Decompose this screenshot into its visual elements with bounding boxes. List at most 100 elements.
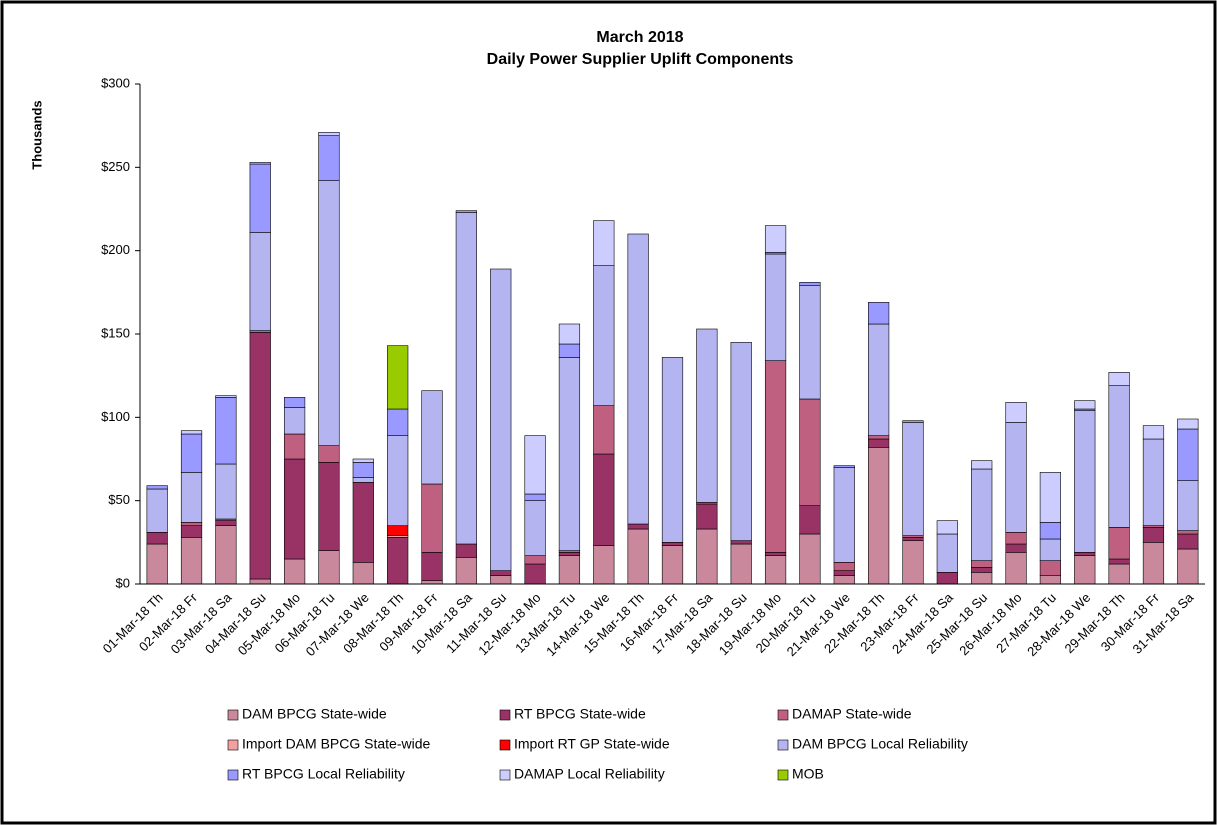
bar-segment (180, 537, 203, 585)
bar-segment (1039, 560, 1062, 576)
bar-segment (764, 555, 787, 585)
bar-segment (799, 398, 821, 506)
bar-segment (283, 433, 306, 460)
bar-segment (352, 458, 374, 463)
bar-segment (558, 555, 581, 585)
bar-segment (318, 445, 340, 463)
bar-segment (971, 567, 993, 573)
bar-segment (764, 225, 787, 253)
bar-segment (1039, 575, 1062, 585)
bar-segment (1108, 558, 1130, 565)
bar-segment (1108, 385, 1130, 528)
bar-segment (352, 462, 374, 478)
bar-segment (1039, 472, 1062, 523)
bar-segment (180, 522, 203, 526)
bar-segment (524, 435, 546, 495)
bar-segment (558, 323, 581, 345)
bar-segment (1142, 527, 1165, 543)
bar-segment (868, 447, 890, 585)
bar-segment (558, 343, 581, 358)
legend-label: Import RT GP State-wide (514, 736, 670, 752)
bar-segment (1142, 542, 1165, 585)
y-tick-label: $150 (101, 325, 130, 340)
bar-segment (902, 420, 924, 423)
y-tick-label: $300 (101, 75, 130, 90)
bar-segment (283, 558, 306, 585)
bar-segment (833, 562, 855, 571)
bar-segment (1039, 538, 1062, 561)
bar-segment (455, 210, 477, 213)
bar-segment (318, 132, 340, 136)
legend-swatch (499, 769, 511, 781)
bar-segment (1108, 563, 1130, 585)
chart-subtitle: Daily Power Supplier Uplift Components (487, 51, 794, 68)
bar-segment (1177, 480, 1199, 531)
bar-segment (249, 332, 271, 580)
bar-segment (696, 328, 718, 503)
bar-segment (524, 500, 546, 556)
bar-segment (215, 520, 237, 526)
legend-label: DAM BPCG State-wide (242, 706, 387, 722)
bar-segment (524, 493, 546, 501)
bar-segment (1005, 543, 1027, 553)
bar-segment (936, 572, 958, 585)
bar-segment (868, 435, 890, 440)
legend-swatch (777, 709, 789, 721)
bar-segment (730, 543, 752, 585)
bar-segment (1005, 532, 1027, 545)
bar-segment (1005, 552, 1027, 585)
bar-segment (902, 540, 924, 585)
bar-segment (387, 537, 409, 585)
bar-segment (215, 525, 237, 585)
bar-segment (868, 302, 890, 325)
bar-segment (249, 162, 271, 165)
bar-segment (1177, 533, 1199, 550)
bar-segment (215, 395, 237, 398)
bar-segment (1039, 522, 1062, 540)
bar-segment (318, 550, 340, 585)
bar-segment (352, 477, 374, 483)
bar-segment (283, 458, 306, 560)
bar-segment (593, 220, 615, 266)
legend-swatch (227, 739, 239, 751)
bar-segment (1177, 530, 1199, 535)
legend-label: DAMAP Local Reliability (514, 766, 665, 782)
chart-title: March 2018 (596, 29, 683, 46)
bar-segment (696, 528, 718, 585)
bar-segment (1074, 555, 1096, 585)
bar-segment (730, 342, 752, 541)
legend-swatch (777, 769, 789, 781)
bar-segment (352, 482, 374, 563)
bar-segment (764, 552, 787, 556)
bar-segment (1142, 438, 1165, 526)
bar-segment (971, 572, 993, 585)
bar-segment (455, 557, 477, 585)
y-tick-label: $50 (108, 492, 130, 507)
bar-segment (868, 438, 890, 448)
bar-segment (1177, 418, 1199, 430)
bar-segment (249, 163, 271, 233)
bar-segment (387, 435, 409, 526)
bar-segment (421, 483, 443, 553)
bar-segment (1005, 422, 1027, 533)
bar-segment (180, 525, 203, 538)
bar-segment (661, 542, 684, 546)
bar-segment (627, 523, 649, 530)
bar-segment (421, 552, 443, 581)
bar-segment (558, 552, 581, 556)
bar-segment (283, 407, 306, 435)
legend-swatch (499, 709, 511, 721)
bar-segment (215, 463, 237, 520)
bar-segment (421, 390, 443, 485)
bar-segment (387, 525, 409, 536)
bar-segment (799, 282, 821, 286)
bar-segment (971, 560, 993, 568)
bar-segment (249, 578, 271, 585)
bar-segment (1142, 425, 1165, 440)
legend-label: DAM BPCG Local Reliability (792, 736, 968, 752)
bar-segment (833, 570, 855, 576)
bar-segment (180, 472, 203, 523)
y-tick-label: $200 (101, 242, 130, 257)
bar-segment (593, 545, 615, 585)
